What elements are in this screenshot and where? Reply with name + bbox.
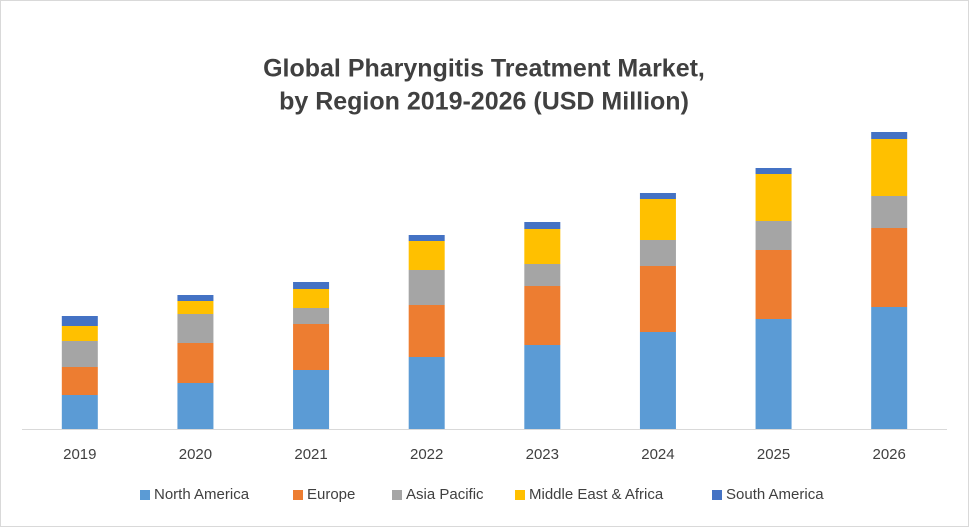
- x-tick-label: 2021: [294, 446, 327, 463]
- bar-segment: [61, 367, 98, 395]
- bar-segment: [408, 270, 445, 305]
- x-tick-label: 2020: [179, 446, 212, 463]
- bar-segment: [871, 132, 908, 139]
- bar-segment: [293, 324, 330, 370]
- bar-segment: [639, 199, 676, 240]
- bar-segment: [408, 241, 445, 270]
- legend-label: South America: [726, 486, 824, 503]
- bar-segment: [755, 221, 792, 250]
- bar-segment: [871, 307, 908, 429]
- bar-segment: [639, 266, 676, 332]
- legend-swatch: [392, 490, 402, 500]
- bar-segment: [408, 235, 445, 241]
- bar-segment: [177, 343, 214, 383]
- bar-segment: [639, 240, 676, 266]
- bar-segment: [871, 196, 908, 228]
- bar-segment: [755, 319, 792, 429]
- legend-swatch: [140, 490, 150, 500]
- legend-label: Middle East & Africa: [529, 486, 664, 503]
- bar-segment: [61, 326, 98, 341]
- bar-segment: [408, 357, 445, 429]
- bar-segment: [293, 282, 330, 289]
- x-tick-label: 2025: [757, 446, 790, 463]
- bar-segment: [524, 345, 561, 429]
- legend-swatch: [515, 490, 525, 500]
- bar-segment: [755, 250, 792, 319]
- bar-segment: [871, 139, 908, 196]
- bar-segment: [61, 316, 98, 326]
- bar-segment: [871, 228, 908, 307]
- bar-segment: [755, 168, 792, 174]
- x-tick-label: 2023: [526, 446, 559, 463]
- x-tick-label: 2022: [410, 446, 443, 463]
- bar-segment: [177, 301, 214, 314]
- x-tick-label: 2024: [641, 446, 674, 463]
- legend-label: North America: [154, 486, 250, 503]
- legend-swatch: [293, 490, 303, 500]
- bar-segment: [177, 295, 214, 301]
- legend-label: Europe: [307, 486, 355, 503]
- bar-segment: [755, 174, 792, 221]
- bar-segment: [177, 314, 214, 343]
- bar-segment: [293, 289, 330, 308]
- bar-segment: [524, 286, 561, 345]
- legend-label: Asia Pacific: [406, 486, 484, 503]
- bar-segment: [524, 264, 561, 286]
- bar-segment: [61, 395, 98, 429]
- x-tick-label: 2026: [873, 446, 906, 463]
- legend-swatch: [712, 490, 722, 500]
- bar-segment: [177, 383, 214, 429]
- x-tick-label: 2019: [63, 446, 96, 463]
- bar-segment: [524, 222, 561, 229]
- bar-segment: [293, 370, 330, 429]
- bar-segment: [639, 332, 676, 429]
- bar-segment: [293, 308, 330, 324]
- chart-title: by Region 2019-2026 (USD Million): [279, 88, 689, 116]
- chart-title: Global Pharyngitis Treatment Market,: [263, 55, 705, 83]
- bar-segment: [408, 305, 445, 357]
- bar-segment: [524, 229, 561, 264]
- bar-segment: [61, 341, 98, 367]
- bar-segment: [639, 193, 676, 199]
